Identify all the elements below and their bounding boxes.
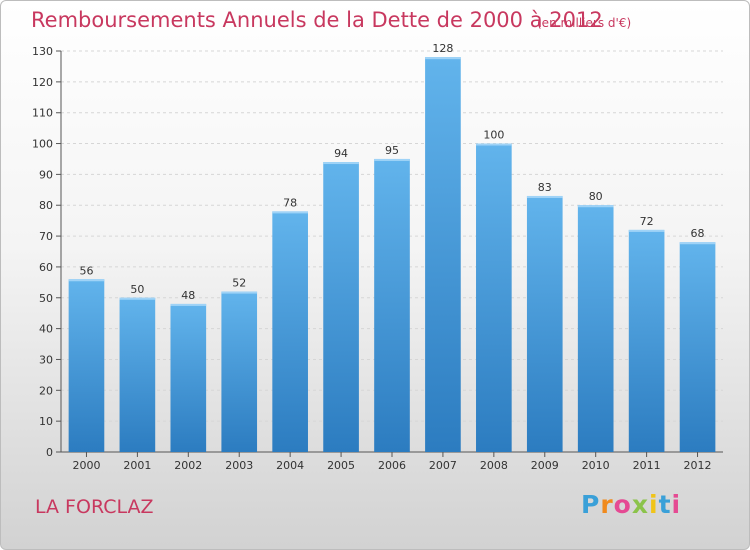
y-tick-label: 70	[39, 230, 53, 243]
data-label: 56	[79, 264, 93, 277]
x-tick-label: 2011	[633, 459, 661, 472]
y-tick-label: 30	[39, 353, 53, 366]
y-tick-label: 50	[39, 292, 53, 305]
y-tick-label: 110	[32, 107, 53, 120]
data-label: 48	[181, 289, 195, 302]
y-tick-label: 10	[39, 415, 53, 428]
y-tick-label: 0	[46, 446, 53, 459]
bar-highlight	[425, 57, 461, 60]
bar	[323, 162, 359, 453]
x-tick-label: 2009	[531, 459, 559, 472]
place-name: LA FORCLAZ	[35, 496, 154, 518]
logo-letter: i	[671, 490, 682, 519]
y-tick-label: 100	[32, 138, 53, 151]
bar	[577, 205, 614, 452]
bar	[272, 211, 308, 452]
bar-highlight	[170, 303, 207, 306]
y-tick-label: 80	[39, 199, 53, 212]
bar-highlight	[119, 297, 156, 300]
bar-highlight	[221, 291, 258, 294]
bar	[221, 291, 258, 452]
x-tick-label: 2004	[276, 459, 304, 472]
bar-highlight	[628, 229, 665, 232]
proxiti-logo: Proxiti	[581, 490, 681, 519]
data-label: 52	[232, 277, 246, 290]
bar	[526, 195, 563, 452]
chart-subtitle: (en milliers d'€)	[537, 16, 632, 30]
x-tick-label: 2010	[582, 459, 610, 472]
data-label: 78	[283, 196, 297, 209]
bar-highlight	[68, 279, 105, 282]
y-tick-label: 130	[32, 45, 53, 58]
bar	[679, 242, 716, 452]
data-label: 100	[483, 129, 504, 142]
bar-highlight	[526, 195, 563, 198]
bar	[476, 143, 512, 453]
bar-highlight	[374, 158, 410, 161]
y-tick-label: 120	[32, 76, 53, 89]
bar-highlight	[577, 205, 614, 208]
x-tick-label: 2002	[174, 459, 202, 472]
y-tick-label: 40	[39, 323, 53, 336]
bar	[374, 158, 410, 452]
bar	[628, 229, 665, 452]
x-tick-label: 2012	[684, 459, 712, 472]
data-label: 68	[691, 227, 705, 240]
data-label: 95	[385, 144, 399, 157]
x-tick-label: 2006	[378, 459, 406, 472]
logo-letter: t	[658, 490, 672, 519]
data-label: 128	[432, 42, 453, 55]
x-tick-label: 2007	[429, 459, 457, 472]
data-label: 80	[589, 190, 603, 203]
x-tick-label: 2000	[72, 459, 100, 472]
data-label: 83	[538, 181, 552, 194]
data-label: 72	[640, 215, 654, 228]
bar	[119, 297, 156, 452]
logo-letter: P	[581, 490, 601, 519]
bar-highlight	[679, 242, 716, 245]
logo-letter: o	[613, 490, 632, 519]
x-tick-label: 2005	[327, 459, 355, 472]
bar-highlight	[272, 211, 308, 214]
x-tick-label: 2008	[480, 459, 508, 472]
bar	[425, 57, 461, 453]
bar	[68, 279, 105, 452]
data-label: 50	[130, 283, 144, 296]
chart-title: Remboursements Annuels de la Dette de 20…	[31, 8, 603, 32]
y-tick-label: 60	[39, 261, 53, 274]
logo-letter: x	[631, 490, 649, 519]
logo-letter: i	[649, 490, 659, 519]
bar-highlight	[323, 162, 359, 165]
data-label: 94	[334, 147, 348, 160]
bar-highlight	[476, 143, 512, 146]
bar	[170, 303, 207, 452]
logo-letter: r	[600, 490, 614, 519]
x-tick-label: 2003	[225, 459, 253, 472]
x-tick-label: 2001	[123, 459, 151, 472]
y-tick-label: 90	[39, 168, 53, 181]
y-tick-label: 20	[39, 384, 53, 397]
